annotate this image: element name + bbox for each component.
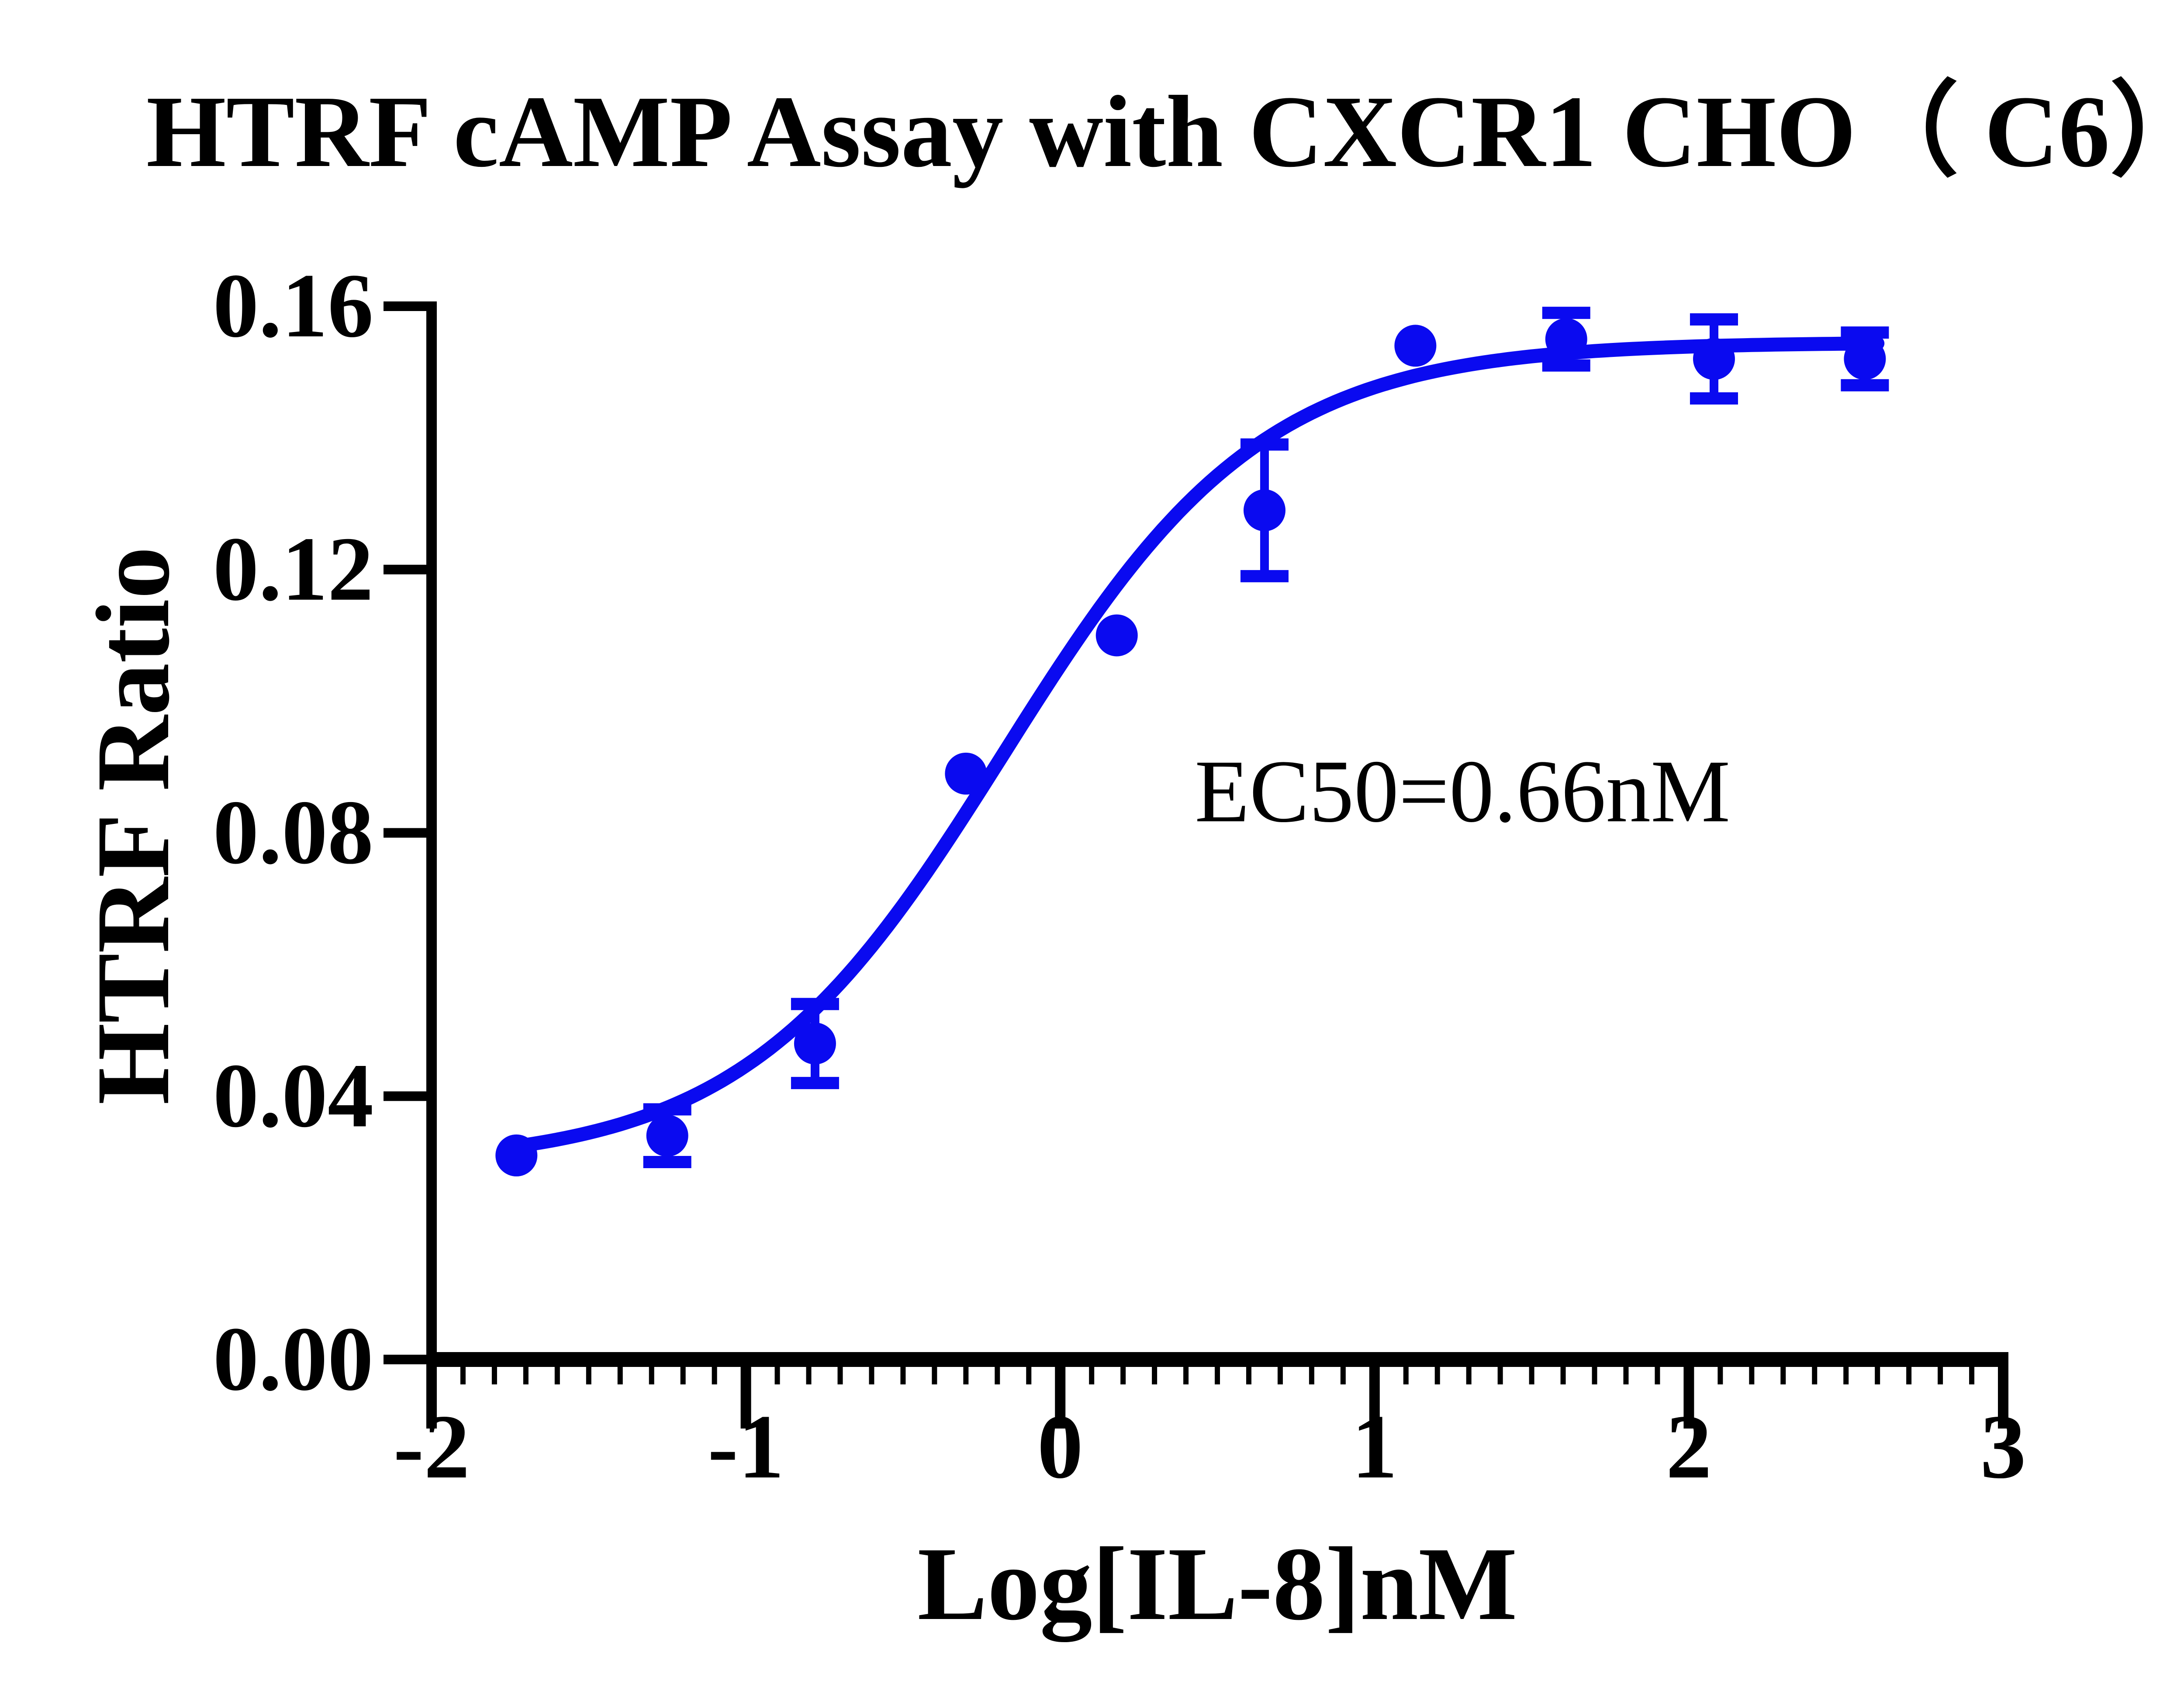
data-point: [1545, 318, 1587, 360]
tick-labels-layer: -2 -1 0 1 2 3 0.00 0.04 0.08 0.12 0.16: [213, 255, 2026, 1498]
data-point: [1693, 338, 1735, 380]
error-bars-layer: [643, 307, 1889, 1168]
y-tick-label: 0.12: [213, 519, 374, 620]
data-point: [1243, 489, 1286, 532]
x-tick-label: 2: [1666, 1396, 1712, 1498]
data-point: [646, 1114, 688, 1157]
y-tick-label: 0.04: [213, 1045, 374, 1146]
fit-curve-layer: [503, 336, 1885, 1154]
x-tick-label: -2: [394, 1396, 470, 1498]
fit-curve: [503, 336, 1885, 1154]
axes-layer: [426, 301, 2008, 1429]
data-point: [1844, 338, 1886, 380]
data-point: [1394, 325, 1437, 367]
x-tick-label: 3: [1980, 1396, 2026, 1498]
ec50-annotation: EC50=0.66nM: [1195, 742, 1730, 841]
x-axis-title: Log[IL-8]nM: [917, 1526, 1517, 1642]
x-tick-label: 1: [1351, 1396, 1397, 1498]
x-tick-label: 0: [1037, 1396, 1083, 1498]
chart-title: HTRF cAMP Assay with CXCR1 CHO（ C6）: [146, 75, 2184, 188]
y-axis-title: HTRF Ratio: [75, 547, 191, 1105]
x-tick-label: -1: [708, 1396, 784, 1498]
y-tick-label: 0.16: [213, 255, 374, 356]
y-tick-label: 0.00: [213, 1308, 374, 1410]
y-tick-label: 0.08: [213, 782, 374, 883]
data-points-layer: [495, 318, 1886, 1176]
data-point: [794, 1022, 836, 1065]
data-point: [1095, 614, 1138, 657]
ticks-layer: [384, 301, 2008, 1429]
data-point: [495, 1134, 538, 1176]
data-point: [945, 752, 987, 795]
